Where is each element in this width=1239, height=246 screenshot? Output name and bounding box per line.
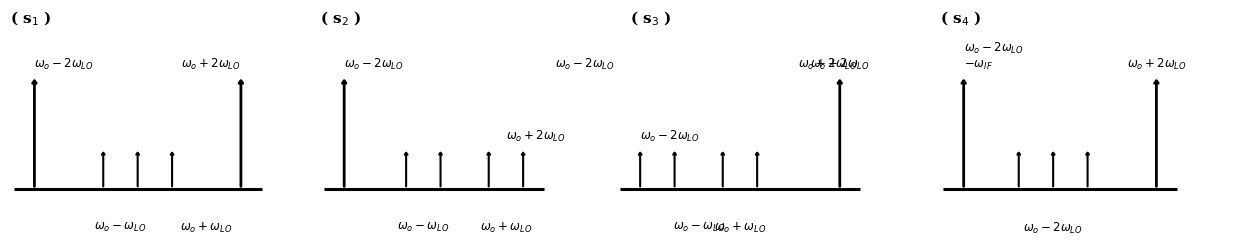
Text: $\omega_o-2\omega_{LO}$
$-\omega_{IF}$: $\omega_o-2\omega_{LO}$ $-\omega_{IF}$ <box>964 41 1023 72</box>
Text: ( s$_4$ ): ( s$_4$ ) <box>939 9 981 28</box>
Text: $\omega_o+\omega_{LO}$: $\omega_o+\omega_{LO}$ <box>714 221 766 235</box>
Text: $\omega_o-\omega_{LO}$: $\omega_o-\omega_{LO}$ <box>673 221 725 234</box>
Text: $\omega_o-2\omega_{LO}$: $\omega_o-2\omega_{LO}$ <box>555 57 615 72</box>
Text: ( s$_2$ ): ( s$_2$ ) <box>320 9 362 28</box>
Text: $\omega_o+2\omega_{LO}$: $\omega_o+2\omega_{LO}$ <box>181 57 240 72</box>
Text: $\omega_o-2\omega_{LO}$: $\omega_o-2\omega_{LO}$ <box>344 57 404 72</box>
Text: $\omega_o-2\omega_{LO}$: $\omega_o-2\omega_{LO}$ <box>1023 221 1083 236</box>
Text: ( s$_3$ ): ( s$_3$ ) <box>629 9 672 28</box>
Text: $\omega_o+\omega_{LO}$: $\omega_o+\omega_{LO}$ <box>181 221 233 235</box>
Text: $\omega_o+2\omega_{LO}$: $\omega_o+2\omega_{LO}$ <box>1126 57 1186 72</box>
Text: ( s$_1$ ): ( s$_1$ ) <box>10 9 52 28</box>
Text: $\omega_o-2\omega_{LO}$: $\omega_o-2\omega_{LO}$ <box>35 57 94 72</box>
Text: $\omega_o+\omega_{LO}$: $\omega_o+\omega_{LO}$ <box>479 221 532 235</box>
Text: $\omega_o+2\omega_{LO}$: $\omega_o+2\omega_{LO}$ <box>798 57 859 72</box>
Text: $\omega_o-2\omega_{LO}$: $\omega_o-2\omega_{LO}$ <box>641 129 700 144</box>
Text: $\omega_o-\omega_{LO}$: $\omega_o-\omega_{LO}$ <box>94 221 146 234</box>
Text: $\omega_o-\omega_{LO}$: $\omega_o-\omega_{LO}$ <box>398 221 450 234</box>
Text: $\omega_o+2\omega_{LO}$: $\omega_o+2\omega_{LO}$ <box>506 129 566 144</box>
Text: $\omega_o+2\omega_{LO}$: $\omega_o+2\omega_{LO}$ <box>810 57 870 72</box>
